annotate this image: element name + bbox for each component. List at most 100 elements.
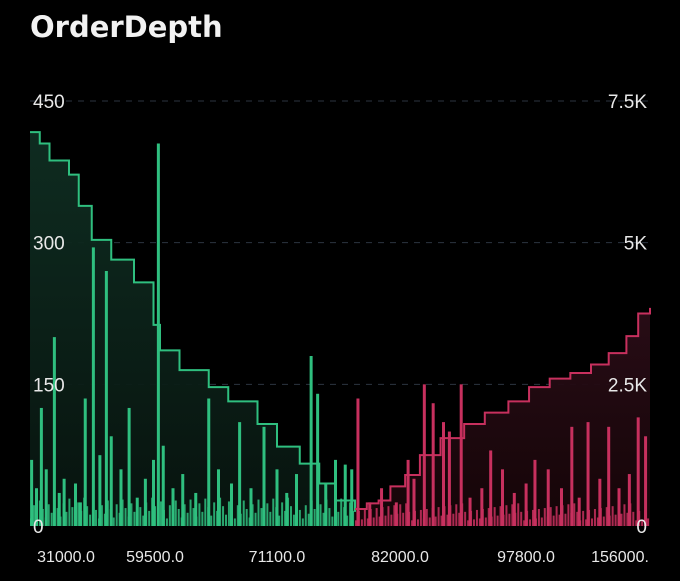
ask-volume-bar [644,436,648,526]
bid-volume-bar [32,505,35,526]
ask-volume-bar [369,509,372,526]
bid-volume-bar [350,469,354,526]
x-axis-tick: 97800.0 [497,549,555,566]
bid-volume-bar [343,464,347,526]
bid-volume-bar [148,510,151,526]
bid-volume-bar [106,500,109,526]
ask-volume-bar [632,511,635,526]
bid-volume-bar [334,503,337,526]
bid-volume-bar [183,504,186,526]
ask-volume-bar [617,505,620,526]
ask-volume-bar [570,512,573,526]
bid-volume-bar [325,499,328,526]
bid-volume-bar [154,506,157,526]
ask-volume-bar [499,506,502,526]
x-axis-tick: 156000. [591,549,649,566]
ask-volume-bar [644,509,647,526]
ask-volume-bar [641,519,644,526]
bid-volume-bar [349,502,352,526]
ask-volume-bar [408,511,411,526]
ask-volume-bar [570,426,574,526]
ask-volume-bar [505,505,508,526]
bid-volume-bar [47,504,50,526]
bid-volume-bar [189,499,192,526]
ask-volume-bar [520,511,523,526]
ask-volume-bar [470,510,473,526]
bid-volume-bar [238,422,242,526]
bid-volume-bar [222,506,225,526]
bid-volume-bar [346,515,349,526]
bid-volume-bar [133,511,136,526]
bid-volume-bar [130,503,133,526]
ask-volume-bar [511,504,514,526]
bid-volume-bar [285,492,289,526]
ask-volume-bar [586,422,590,526]
ask-volume-bar [372,517,375,526]
volume-bars [30,143,650,526]
ask-volume-bar [411,520,414,526]
ask-volume-bar [626,512,629,526]
bid-volume-bar [230,483,233,526]
bid-volume-bar [290,506,292,526]
bid-volume-bar [171,488,175,526]
ask-volume-bar [363,509,366,526]
ask-volume-bar [627,474,631,526]
bid-volume-bar [161,445,165,526]
ask-volume-bar [543,508,546,526]
bid-volume-bar [263,516,266,526]
ask-volume-bar [537,509,540,526]
left-axis-tick: 0 [33,517,44,538]
bid-volume-bar [65,511,68,526]
bid-volume-bar [80,510,83,526]
bid-volume-bar [151,497,154,526]
ask-volume-bar [533,459,537,526]
ask-volume-bar [489,450,493,526]
ask-volume-bar [564,513,567,526]
bid-volume-bar [50,512,53,526]
bid-volume-bar [304,505,307,526]
ask-volume-bar [480,488,484,526]
bid-volume-bar [180,517,183,526]
bid-volume-bar [337,511,340,526]
bid-volume-bar [295,474,298,526]
right-axis-tick: 2.5K [608,375,647,396]
ask-volume-bar [629,503,632,526]
ask-volume-bar [449,505,452,526]
ask-volume-bar [381,507,384,526]
bid-volume-bar [194,492,198,526]
bid-volume-bar [316,393,320,526]
bid-volume-bar [275,507,278,526]
x-axis-tick: 82000.0 [371,549,429,566]
bid-volume-bar [245,509,248,526]
ask-volume-bar [402,512,405,526]
bid-volume-bar [100,505,103,526]
bid-volume-bar [343,507,346,526]
bid-volume-bar [92,501,95,526]
ask-volume-bar [608,515,611,526]
bid-volume-bar [71,507,74,526]
ask-volume-bar [452,513,455,526]
ask-volume-bar [355,520,357,526]
ask-volume-bar [467,520,470,526]
ask-volume-bar [446,514,449,526]
bid-volume-bar [52,337,56,526]
bid-volume-bar [30,459,34,526]
ask-volume-bar [501,469,504,526]
bid-volume-bar [86,506,89,526]
ask-volume-bar [431,403,435,526]
bid-volume-bar [160,501,162,526]
bid-volume-bar [56,508,59,526]
ask-volume-bar [549,507,552,526]
chart-title: OrderDepth [30,10,223,44]
bid-volume-bar [39,407,43,526]
bid-volume-bar [53,499,56,526]
bid-volume-bar [281,502,284,526]
bid-volume-bar [74,483,77,526]
bid-volume-bar [257,499,260,526]
ask-volume-bar [384,515,387,526]
ask-volume-bar [607,426,611,526]
bid-volume-bar [328,508,331,526]
bid-volume-bar [83,398,87,526]
ask-volume-bar [579,520,582,526]
bid-volume-bar [233,518,236,526]
